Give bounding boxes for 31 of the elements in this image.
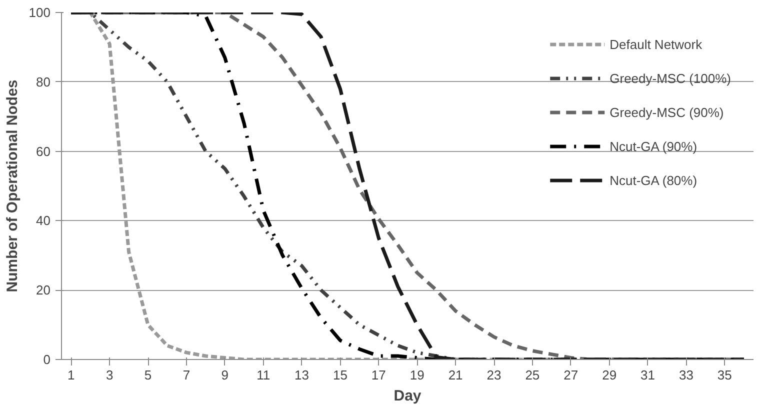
x-tick-label: 31 (640, 368, 656, 382)
x-tick-label: 7 (182, 368, 190, 382)
x-tick-label: 25 (525, 368, 540, 382)
y-tick-label: 0 (43, 352, 51, 367)
x-tick-label: 5 (144, 368, 152, 382)
x-tick-label: 17 (371, 368, 386, 382)
x-tick-label: 3 (106, 368, 114, 382)
legend-label: Ncut-GA (80%) (610, 172, 698, 188)
x-tick-label: 33 (678, 368, 694, 382)
legend-label: Greedy-MSC (90%) (610, 104, 724, 120)
x-tick-label: 21 (448, 368, 463, 382)
legend-label: Ncut-GA (90%) (610, 138, 698, 154)
legend-label: Greedy-MSC (100%) (610, 70, 731, 86)
x-tick-label: 35 (717, 368, 732, 382)
x-tick-label: 29 (602, 368, 617, 382)
x-tick-label: 9 (221, 368, 229, 382)
y-tick-label: 100 (28, 5, 51, 20)
x-tick-label: 1 (67, 368, 75, 382)
y-tick-label: 40 (36, 213, 51, 228)
x-tick-label: 19 (410, 368, 424, 382)
x-tick-label: 11 (256, 368, 270, 382)
y-axis-title: Number of Operational Nodes (4, 80, 21, 292)
x-tick-label: 15 (332, 368, 348, 382)
x-tick-label: 27 (564, 368, 578, 382)
legend-label: Default Network (610, 36, 702, 52)
y-tick-label: 20 (36, 282, 51, 298)
y-tick-label: 60 (36, 144, 51, 159)
x-axis-title: Day (394, 388, 422, 404)
y-tick-label: 80 (36, 74, 51, 90)
x-tick-label: 13 (294, 368, 310, 382)
x-tick-label: 23 (486, 368, 502, 382)
